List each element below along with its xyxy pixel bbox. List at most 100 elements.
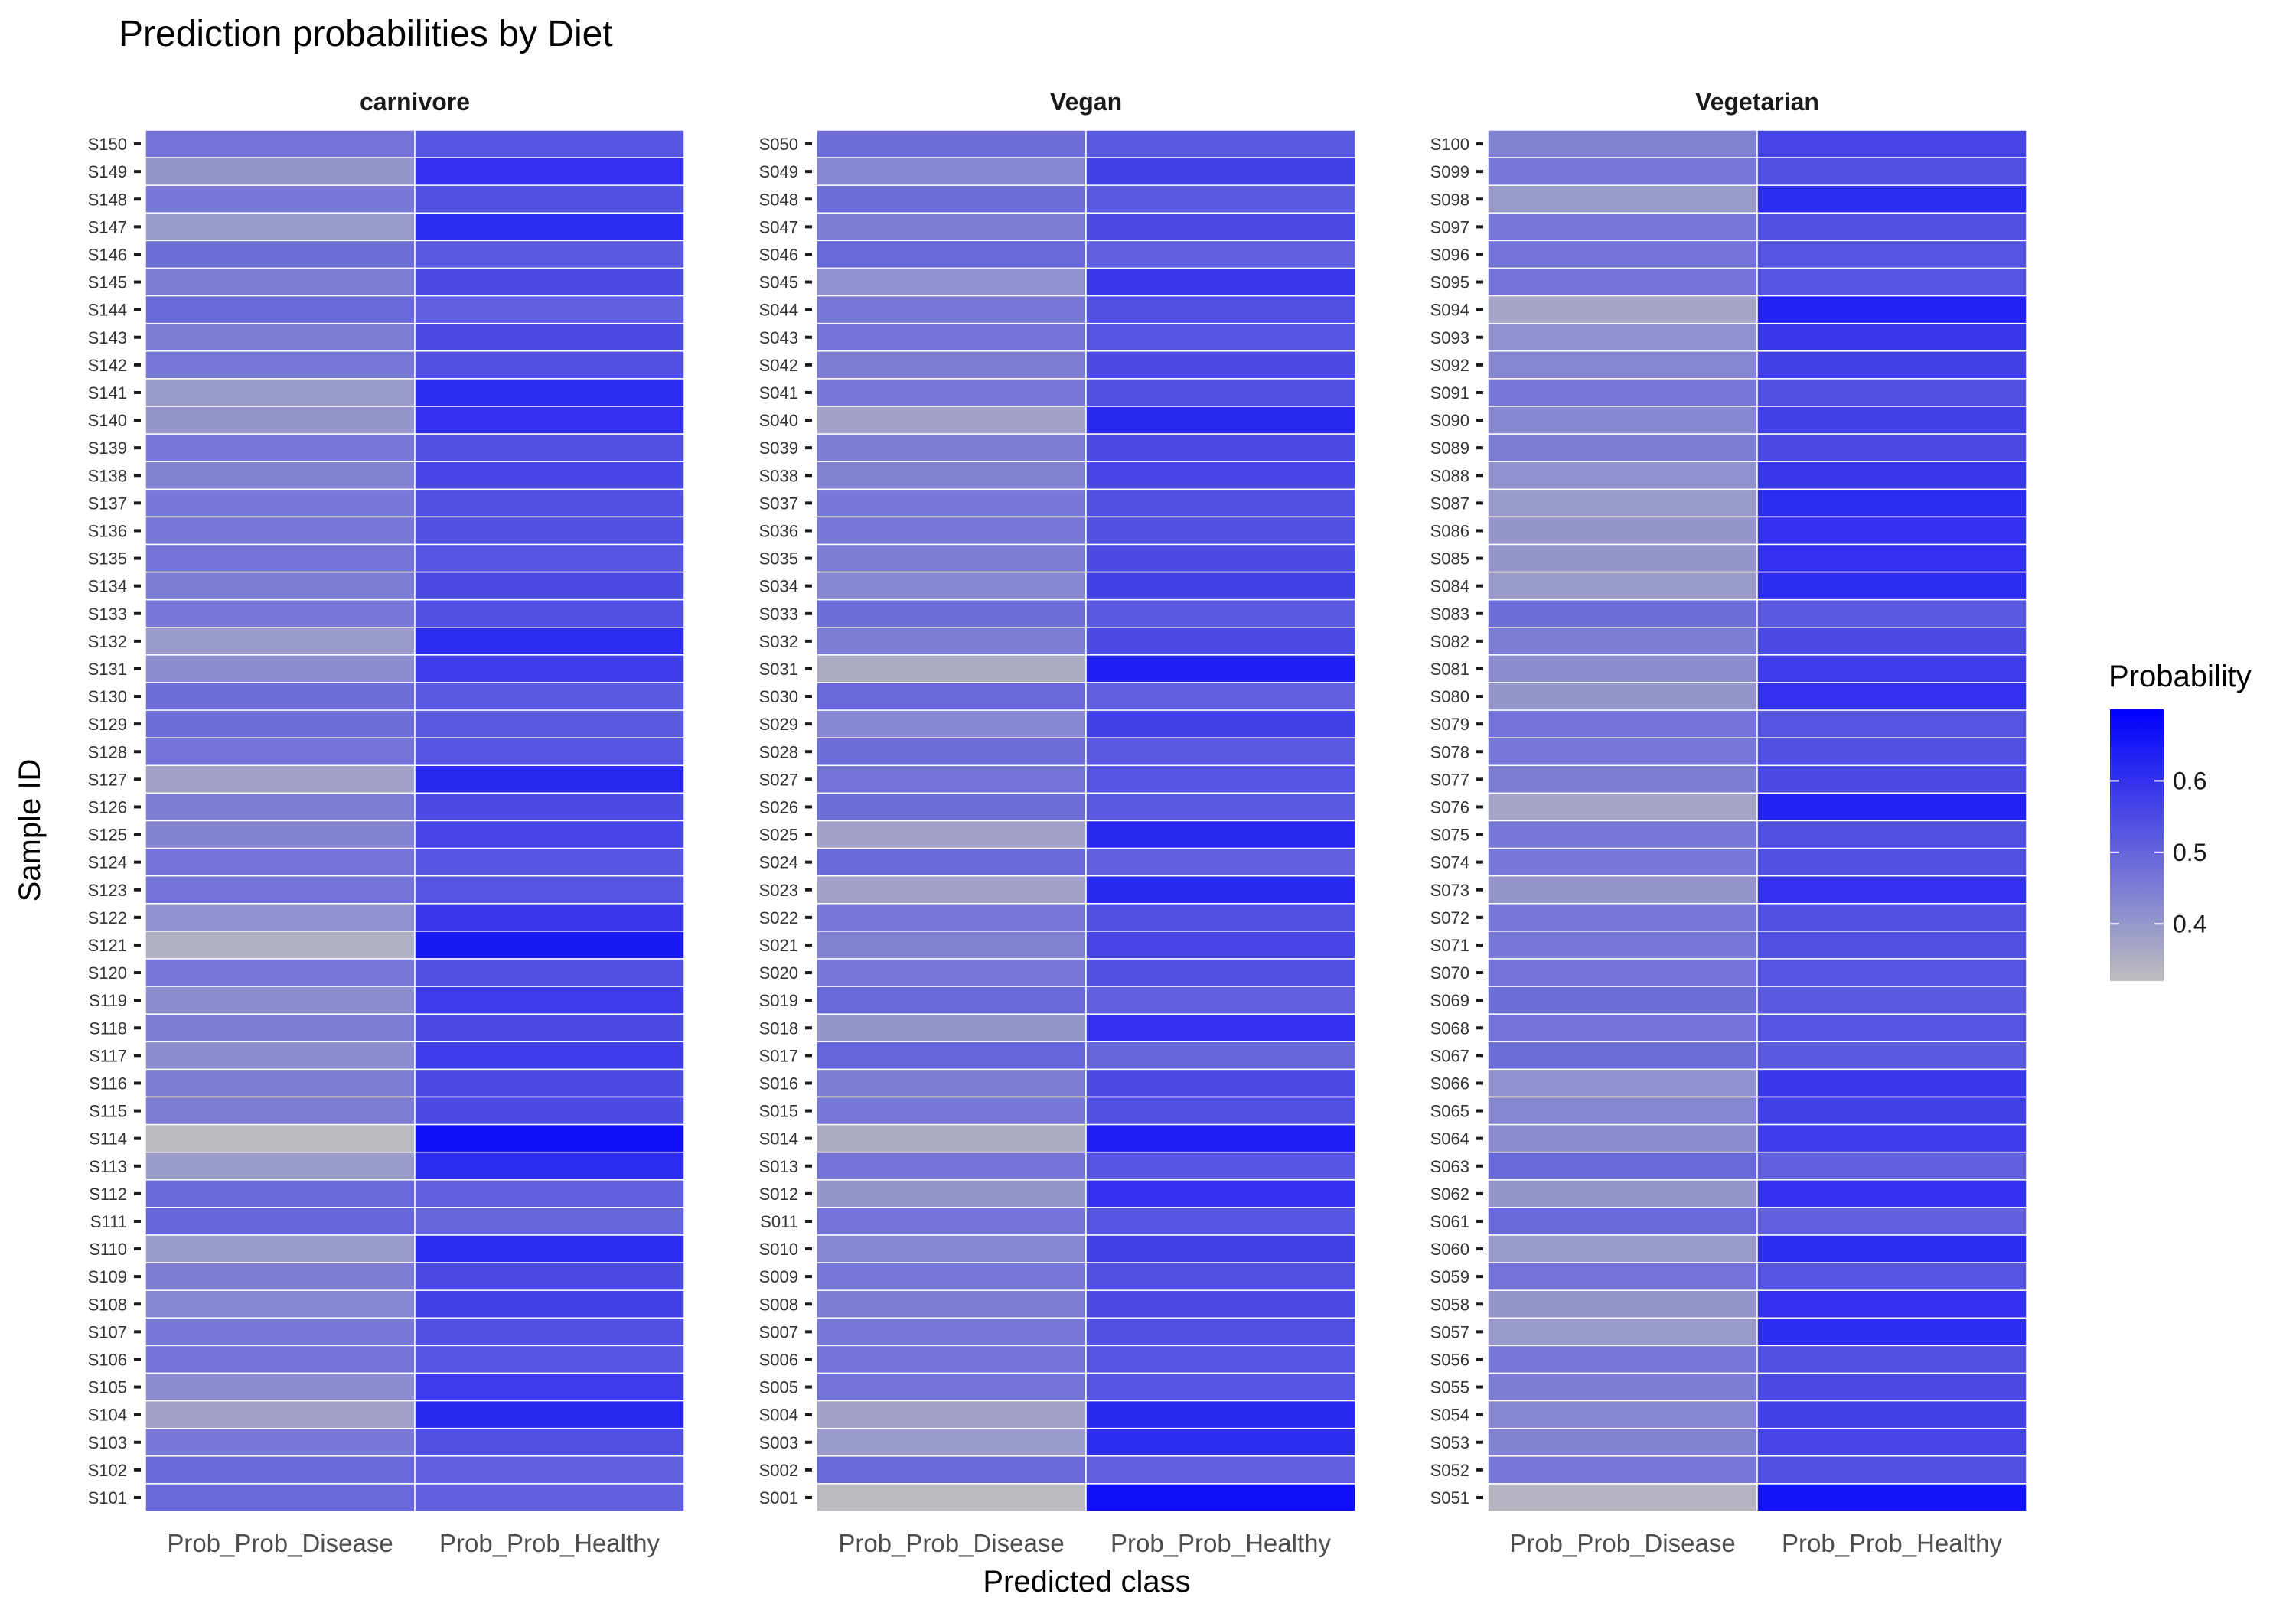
heatmap-cell-disease — [145, 1096, 416, 1126]
heatmap-cell-healthy — [1756, 1041, 2027, 1071]
x-tick-label: Prob_Prob_Healthy — [1110, 1529, 1332, 1557]
heatmap-cell-disease — [145, 1289, 416, 1319]
y-tick-label: S130 — [88, 687, 127, 706]
y-tick-label: S068 — [1430, 1019, 1469, 1038]
heatmap-cell-healthy — [414, 682, 685, 711]
heatmap-cell-healthy — [1756, 1400, 2027, 1429]
heatmap-cell-healthy — [1756, 406, 2027, 435]
heatmap-cell-disease — [1487, 406, 1758, 435]
y-tick-label: S012 — [759, 1185, 798, 1204]
y-tick-label: S075 — [1430, 826, 1469, 845]
heatmap-cell-healthy — [1756, 1207, 2027, 1236]
y-tick-label: S060 — [1430, 1240, 1469, 1259]
heatmap-cell-healthy — [1085, 1400, 1356, 1429]
y-tick-label: S015 — [759, 1102, 798, 1121]
heatmap-cell-disease — [816, 847, 1087, 877]
heatmap-cell-healthy — [1756, 931, 2027, 960]
heatmap-cell-healthy — [1756, 986, 2027, 1015]
heatmap-cell-disease — [816, 764, 1087, 794]
heatmap-cell-healthy — [1756, 1068, 2027, 1098]
y-tick-label: S150 — [88, 135, 127, 154]
heatmap-cell-disease — [1487, 792, 1758, 822]
heatmap-cell-healthy — [1085, 627, 1356, 656]
heatmap-cell-healthy — [414, 129, 685, 158]
heatmap-cell-disease — [1487, 184, 1758, 214]
y-tick-label: S077 — [1430, 770, 1469, 789]
y-tick-label: S046 — [759, 245, 798, 264]
heatmap-cell-disease — [816, 903, 1087, 932]
heatmap-cell-healthy — [1756, 433, 2027, 462]
y-tick-label: S140 — [88, 411, 127, 430]
heatmap-cell-healthy — [414, 931, 685, 960]
y-tick-label: S126 — [88, 797, 127, 817]
y-tick-label: S009 — [759, 1267, 798, 1286]
y-tick-label: S137 — [88, 494, 127, 513]
y-tick-label: S055 — [1430, 1378, 1469, 1397]
heatmap-cell-healthy — [414, 1123, 685, 1153]
heatmap-cell-healthy — [1085, 267, 1356, 297]
y-tick-label: S011 — [760, 1212, 798, 1231]
heatmap-cell-disease — [1487, 1068, 1758, 1098]
legend-colorbar — [2110, 709, 2164, 981]
heatmap-cell-healthy — [414, 654, 685, 683]
heatmap-cell-disease — [816, 295, 1087, 324]
heatmap-cell-healthy — [1085, 847, 1356, 877]
heatmap-cell-disease — [816, 792, 1087, 822]
y-tick-label: S136 — [88, 521, 127, 540]
heatmap-cell-healthy — [414, 1372, 685, 1402]
heatmap-cell-disease — [145, 1151, 416, 1181]
y-tick-label: S040 — [759, 411, 798, 430]
heatmap-cell-disease — [1487, 1400, 1758, 1429]
heatmap-cell-healthy — [1756, 654, 2027, 683]
heatmap-cell-healthy — [414, 184, 685, 214]
y-tick-label: S118 — [89, 1019, 127, 1038]
y-tick-label: S093 — [1430, 328, 1469, 347]
heatmap-cell-disease — [1487, 764, 1758, 794]
heatmap-cell-healthy — [414, 433, 685, 462]
heatmap-cell-healthy — [414, 1400, 685, 1429]
y-tick-label: S090 — [1430, 411, 1469, 430]
y-tick-label: S083 — [1430, 605, 1469, 624]
heatmap-cell-disease — [1487, 903, 1758, 932]
y-tick-label: S087 — [1430, 494, 1469, 513]
heatmap-cell-healthy — [1756, 1234, 2027, 1263]
heatmap-cell-healthy — [414, 709, 685, 738]
heatmap-cell-disease — [1487, 129, 1758, 158]
y-tick-label: S095 — [1430, 273, 1469, 292]
heatmap-cell-healthy — [1085, 461, 1356, 491]
heatmap-cell-disease — [816, 1372, 1087, 1402]
y-tick-label: S132 — [88, 632, 127, 651]
heatmap-cell-healthy — [1756, 157, 2027, 186]
heatmap-cell-healthy — [414, 240, 685, 269]
y-tick-label: S116 — [89, 1074, 127, 1093]
y-tick-label: S062 — [1430, 1185, 1469, 1204]
legend-title: Probability — [2108, 660, 2252, 693]
heatmap-cell-healthy — [1756, 1013, 2027, 1043]
heatmap-cell-healthy — [1085, 1179, 1356, 1208]
heatmap-cell-disease — [145, 627, 416, 656]
heatmap-cell-healthy — [1756, 322, 2027, 352]
y-tick-label: S139 — [88, 438, 127, 458]
y-tick-label: S033 — [759, 605, 798, 624]
facet-strip-label: carnivore — [360, 88, 470, 116]
heatmap-cell-healthy — [1756, 212, 2027, 242]
y-tick-label: S148 — [88, 190, 127, 209]
heatmap-cell-disease — [1487, 212, 1758, 242]
heatmap-cell-healthy — [1756, 516, 2027, 546]
y-tick-label: S027 — [759, 770, 798, 789]
y-tick-label: S014 — [759, 1129, 798, 1149]
heatmap-cell-healthy — [1085, 1013, 1356, 1043]
heatmap-cell-healthy — [414, 543, 685, 573]
y-tick-label: S017 — [759, 1046, 798, 1065]
heatmap-cell-healthy — [1085, 1207, 1356, 1236]
heatmap-cell-healthy — [414, 1317, 685, 1347]
facet-strip-label: Vegetarian — [1695, 88, 1819, 116]
y-tick-label: S101 — [88, 1488, 127, 1508]
heatmap-cell-disease — [1487, 240, 1758, 269]
y-tick-label: S078 — [1430, 742, 1469, 761]
heatmap-cell-healthy — [414, 461, 685, 491]
heatmap-cell-disease — [816, 267, 1087, 297]
heatmap-cell-healthy — [414, 875, 685, 905]
